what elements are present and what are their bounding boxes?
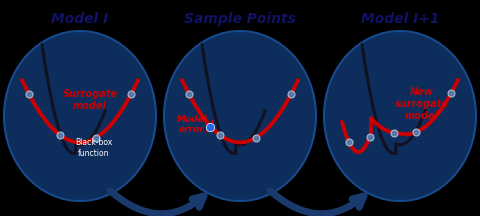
- Ellipse shape: [4, 31, 156, 201]
- Text: Model
error: Model error: [177, 115, 207, 134]
- Ellipse shape: [164, 31, 316, 201]
- Text: Sample Points: Sample Points: [184, 12, 296, 26]
- Ellipse shape: [324, 31, 476, 201]
- Text: New
surrogate
model: New surrogate model: [395, 87, 449, 121]
- Text: Black-box
function: Black-box function: [75, 138, 113, 158]
- Text: Surrogate
model: Surrogate model: [62, 89, 118, 111]
- Text: Model I+1: Model I+1: [361, 12, 439, 26]
- Text: Model I: Model I: [51, 12, 108, 26]
